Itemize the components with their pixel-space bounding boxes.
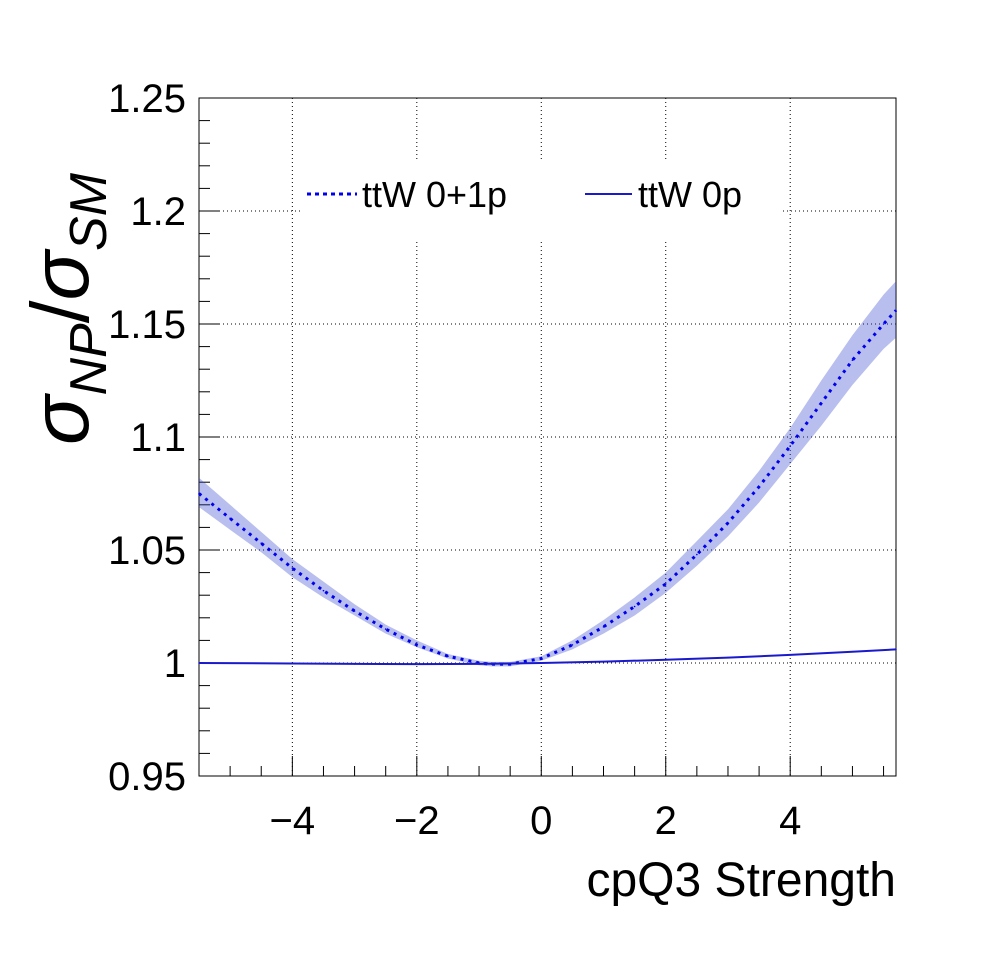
x-tick-label-3: 2 <box>655 799 677 843</box>
series-1-point-1 <box>291 662 294 665</box>
series-0-point-16 <box>664 583 667 585</box>
series-0-point-18 <box>727 522 729 524</box>
series-1-point-3 <box>416 663 418 665</box>
y-axis-title-sub-2: SM <box>60 172 118 251</box>
series-0-point-1 <box>229 517 231 520</box>
series-0-point-0 <box>198 492 200 495</box>
legend-label-series-0: ttW 0+1p <box>362 174 507 215</box>
series-0-point-24 <box>895 309 897 312</box>
series-0-point-6 <box>384 628 387 630</box>
y-tick-label-4: 1.15 <box>108 303 186 347</box>
series-1-point-0 <box>198 662 200 664</box>
series-1-point-7 <box>664 659 667 661</box>
x-tick-label-2: 0 <box>530 799 552 843</box>
y-tick-label-3: 1.1 <box>130 416 186 460</box>
series-layer <box>198 281 898 667</box>
series-0-point-17 <box>696 553 698 556</box>
series-1-point-10 <box>851 650 854 653</box>
x-tick-labels: −4 −2 0 2 4 <box>270 799 802 843</box>
series-0-point-5 <box>353 610 356 612</box>
series-0-point-14 <box>602 626 605 628</box>
series-0-point-13 <box>571 644 574 646</box>
series-0-point-23 <box>882 323 885 325</box>
series-1-point-6 <box>602 660 605 663</box>
series-0-point-7 <box>416 644 418 646</box>
series-1-point-9 <box>789 654 792 656</box>
y-axis-title: σNP/σSM <box>15 172 118 445</box>
series-0-point-15 <box>633 605 636 608</box>
y-axis-title-sigma-2: σ <box>15 248 106 301</box>
y-axis-title-sigma-1: σ <box>15 392 106 445</box>
legend-background <box>300 160 780 240</box>
series-0-point-19 <box>758 485 760 488</box>
series-0-point-21 <box>820 402 823 404</box>
series-1-line <box>198 648 897 666</box>
legend-label-series-1: ttW 0p <box>638 174 742 215</box>
series-1-point-5 <box>540 662 543 664</box>
y-tick-label-6: 1.25 <box>108 77 186 121</box>
series-0-point-3 <box>291 567 294 569</box>
y-tick-label-0: 0.95 <box>108 755 186 799</box>
x-tick-label-1: −2 <box>394 799 440 843</box>
y-tick-label-2: 1.05 <box>108 529 186 573</box>
x-axis-title: cpQ3 Strength <box>586 854 896 907</box>
series-0-point-8 <box>447 655 449 658</box>
y-axis-title-sub-1: NP <box>60 323 118 396</box>
y-tick-label-5: 1.2 <box>130 190 186 234</box>
series-0-point-20 <box>789 445 792 447</box>
x-tick-label-4: 4 <box>779 799 801 843</box>
series-0-point-12 <box>540 657 543 660</box>
y-tick-labels: 0.95 1 1.05 1.1 1.15 1.2 1.25 <box>108 77 186 799</box>
series-0-point-2 <box>260 542 263 545</box>
series-1-point-2 <box>353 663 356 665</box>
y-tick-label-1: 1 <box>164 642 186 686</box>
y-axis-title-slash: / <box>15 300 106 323</box>
series-1-point-4 <box>478 663 480 665</box>
series-0-point-22 <box>851 359 854 361</box>
legend: ttW 0+1p ttW 0p <box>300 160 780 240</box>
x-tick-label-0: −4 <box>270 799 316 843</box>
series-1-point-11 <box>895 648 897 651</box>
series-0-point-4 <box>322 589 325 592</box>
series-1-point-8 <box>727 656 729 659</box>
